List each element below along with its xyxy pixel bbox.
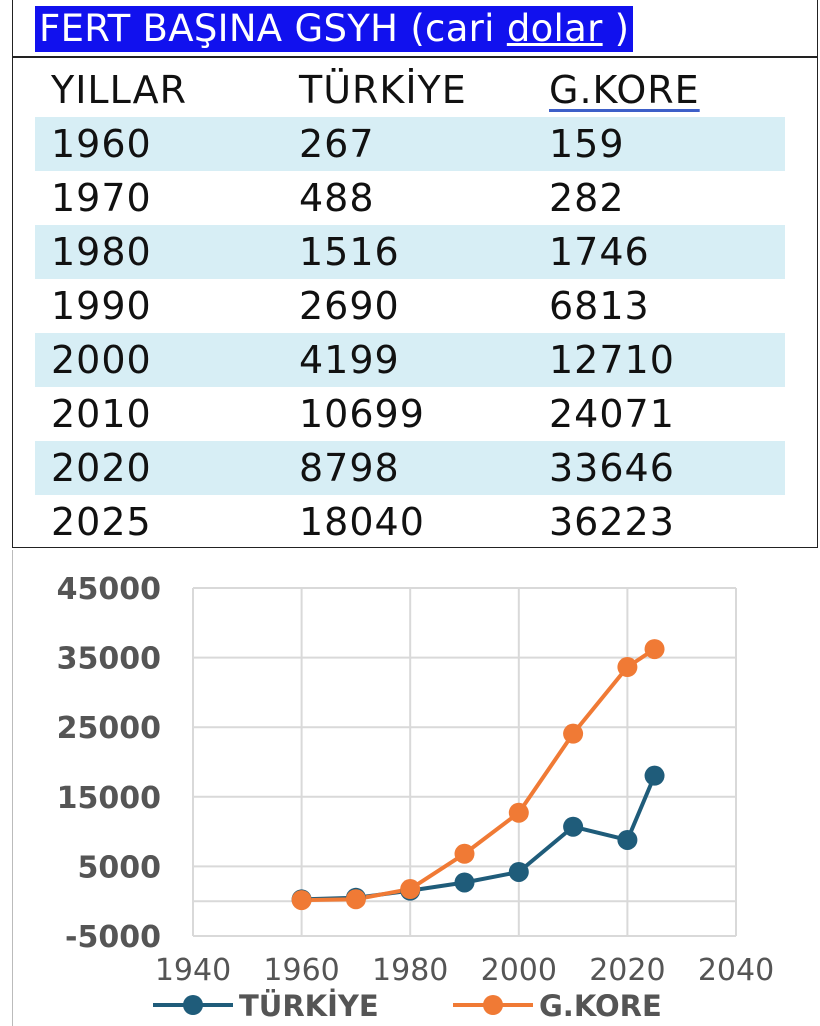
header-gkore: G.KORE bbox=[549, 68, 700, 112]
cell-turkiye: 18040 bbox=[299, 500, 425, 544]
title-end: ) bbox=[602, 7, 630, 50]
table-row: 1960 267 159 bbox=[35, 117, 785, 171]
title-underlined-word: dolar bbox=[506, 7, 603, 50]
series-lines bbox=[291, 639, 665, 911]
data-point-gkore bbox=[617, 657, 638, 678]
cell-year: 2010 bbox=[51, 392, 152, 436]
cell-gkore: 24071 bbox=[549, 392, 675, 436]
y-tick-label: 15000 bbox=[57, 781, 161, 816]
cell-turkiye: 4199 bbox=[299, 338, 400, 382]
data-point-gkore bbox=[400, 879, 421, 900]
header-turkiye: TÜRKİYE bbox=[299, 68, 467, 112]
header-years: YILLAR bbox=[51, 68, 188, 112]
y-tick-label: 5000 bbox=[78, 850, 162, 885]
cell-gkore: 159 bbox=[549, 122, 625, 166]
x-tick-label: 1940 bbox=[155, 953, 231, 988]
data-point-gkore bbox=[644, 639, 665, 660]
data-point-gkore bbox=[508, 802, 529, 823]
legend-marker bbox=[483, 995, 503, 1015]
grid bbox=[192, 587, 737, 937]
table-row: 2020 8798 33646 bbox=[35, 441, 785, 495]
data-point-turkiye bbox=[617, 829, 638, 850]
cell-year: 1970 bbox=[51, 176, 152, 220]
data-point-gkore bbox=[454, 843, 475, 864]
data-point-gkore bbox=[345, 889, 366, 910]
cell-year: 2025 bbox=[51, 500, 152, 544]
x-axis-labels: 1940 1960 1980 2000 2020 2040 bbox=[155, 953, 774, 988]
cell-year: 2000 bbox=[51, 338, 152, 382]
cell-turkiye: 10699 bbox=[299, 392, 425, 436]
cell-year: 2020 bbox=[51, 446, 152, 490]
x-tick-label: 1960 bbox=[263, 953, 339, 988]
data-point-turkiye bbox=[508, 861, 529, 882]
cell-gkore: 282 bbox=[549, 176, 625, 220]
cell-turkiye: 488 bbox=[299, 176, 375, 220]
y-tick-label: 35000 bbox=[57, 642, 161, 677]
title-row: FERT BAŞINA GSYH (cari dolar ) bbox=[13, 0, 817, 58]
cell-year: 1960 bbox=[51, 122, 152, 166]
cell-gkore: 12710 bbox=[549, 338, 675, 382]
data-point-gkore bbox=[291, 890, 312, 911]
data-point-turkiye bbox=[454, 872, 475, 893]
data-point-gkore bbox=[563, 723, 584, 744]
x-tick-label: 2000 bbox=[481, 953, 557, 988]
table-title: FERT BAŞINA GSYH (cari dolar ) bbox=[35, 6, 634, 52]
series-line-turkiye bbox=[301, 774, 657, 902]
legend-label: TÜRKİYE bbox=[239, 989, 379, 1023]
y-tick-label: 45000 bbox=[57, 572, 161, 607]
y-tick-label: 25000 bbox=[57, 711, 161, 746]
table-row: 2010 10699 24071 bbox=[35, 387, 785, 441]
table-row: 2025 18040 36223 bbox=[35, 495, 785, 549]
cell-year: 1980 bbox=[51, 230, 152, 274]
x-tick-label: 2040 bbox=[698, 953, 774, 988]
line-chart: -5000 5000 15000 25000 35000 45000 1940 1960 19… bbox=[12, 550, 818, 1026]
y-axis-labels: -5000 5000 15000 25000 35000 45000 bbox=[57, 572, 161, 955]
legend-label: G.KORE bbox=[539, 989, 662, 1023]
table-row: 2000 4199 12710 bbox=[35, 333, 785, 387]
data-point-turkiye bbox=[644, 765, 665, 786]
title-text: FERT BAŞINA GSYH (cari bbox=[39, 7, 507, 50]
series-line-gkore bbox=[301, 647, 656, 903]
data-point-turkiye bbox=[563, 816, 584, 837]
legend: TÜRKİYE G.KORE bbox=[153, 989, 662, 1023]
data-table: FERT BAŞINA GSYH (cari dolar ) YILLAR TÜ… bbox=[12, 0, 818, 548]
cell-turkiye: 267 bbox=[299, 122, 375, 166]
table-header: YILLAR TÜRKİYE G.KORE bbox=[35, 63, 785, 117]
table-row: 1970 488 282 bbox=[35, 171, 785, 225]
legend-marker bbox=[183, 995, 203, 1015]
cell-turkiye: 8798 bbox=[299, 446, 400, 490]
y-tick-label: -5000 bbox=[65, 920, 161, 955]
cell-gkore: 33646 bbox=[549, 446, 675, 490]
cell-gkore: 6813 bbox=[549, 284, 650, 328]
cell-turkiye: 1516 bbox=[299, 230, 400, 274]
x-tick-label: 2020 bbox=[589, 953, 665, 988]
table-row: 1980 1516 1746 bbox=[35, 225, 785, 279]
cell-turkiye: 2690 bbox=[299, 284, 400, 328]
table-row: 1990 2690 6813 bbox=[35, 279, 785, 333]
cell-year: 1990 bbox=[51, 284, 152, 328]
cell-gkore: 1746 bbox=[549, 230, 650, 274]
x-tick-label: 1980 bbox=[372, 953, 448, 988]
cell-gkore: 36223 bbox=[549, 500, 675, 544]
